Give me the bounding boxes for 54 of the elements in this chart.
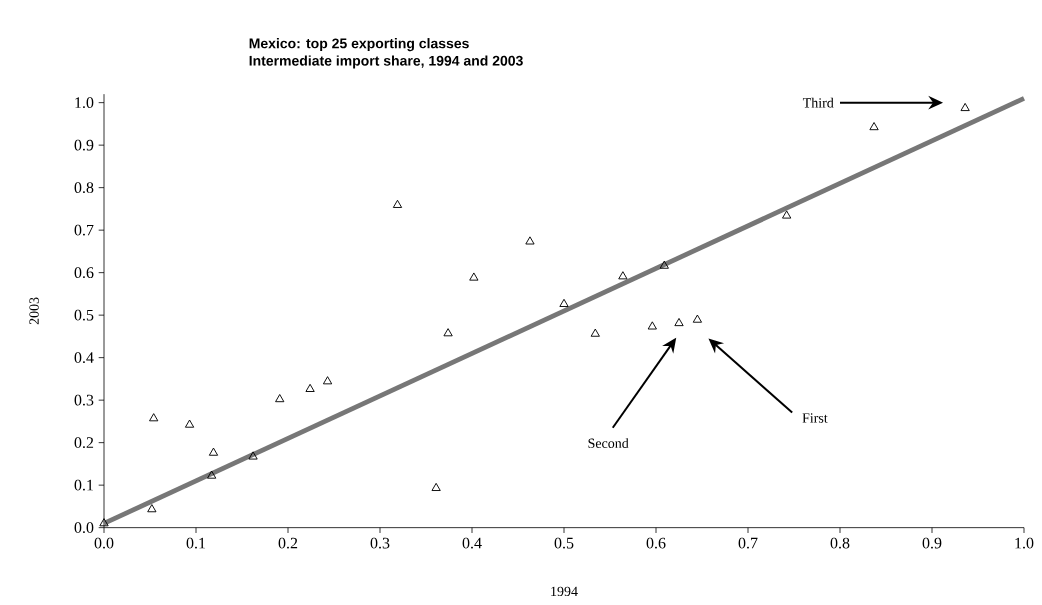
y-tick-label: 0.5	[74, 309, 94, 321]
x-tick-label: 0.1	[186, 537, 206, 549]
point	[659, 260, 669, 269]
point	[443, 328, 453, 337]
x-tick-label: 1.0	[1015, 537, 1034, 549]
point	[618, 271, 628, 280]
point	[559, 298, 569, 307]
point	[275, 394, 285, 403]
y-tick-label: 0.8	[74, 182, 94, 194]
point	[431, 482, 441, 491]
y-tick-label: 0.6	[74, 267, 94, 279]
point	[248, 451, 258, 460]
point	[869, 122, 879, 131]
point	[647, 321, 657, 330]
point	[149, 413, 159, 422]
annotation: Third	[802, 97, 834, 108]
y-tick-label: 0.2	[74, 437, 94, 449]
chart-title: Mexico: top 25 exporting classes	[249, 38, 469, 52]
x-tick-label: 0.3	[370, 537, 390, 549]
x-tick-label: 0.0	[94, 537, 114, 549]
annotation: Second	[588, 438, 629, 449]
point	[322, 376, 333, 385]
point	[392, 199, 403, 208]
y-tick-label: 1.0	[75, 97, 94, 109]
y-tick-label: 0.9	[74, 139, 94, 151]
x-tick-label: 0.9	[922, 537, 942, 549]
point	[207, 470, 217, 479]
point	[147, 504, 157, 513]
point	[782, 210, 792, 219]
annotation: First	[802, 413, 828, 423]
y-tick-label: 0.0	[74, 522, 94, 534]
point	[525, 236, 535, 245]
x-tick-label: 0.5	[554, 537, 574, 549]
y-tick-label: 0.3	[74, 394, 94, 406]
point	[305, 383, 315, 392]
x-tick-label: 0.2	[278, 537, 298, 549]
chart-subtitle: Intermediate import share, 1994 and 2003	[249, 55, 523, 69]
point	[184, 419, 195, 428]
y-tick-label: 0.1	[74, 479, 94, 491]
y-tick-label: 0.4	[74, 352, 94, 364]
point	[692, 314, 703, 323]
y-tick-label: 0.7	[74, 224, 94, 236]
point	[469, 272, 479, 281]
point	[674, 317, 684, 327]
x-tick-label: 0.6	[646, 537, 666, 549]
x-tick-label: 0.8	[830, 537, 850, 549]
point	[99, 518, 109, 527]
x-tick-label: 0.4	[462, 537, 482, 549]
x-axis-title: 1994	[551, 586, 578, 597]
point	[208, 447, 219, 456]
x-tick-label: 0.7	[738, 537, 758, 549]
point	[590, 328, 600, 337]
point	[960, 102, 970, 112]
y-axis-title: 2003	[29, 297, 39, 325]
